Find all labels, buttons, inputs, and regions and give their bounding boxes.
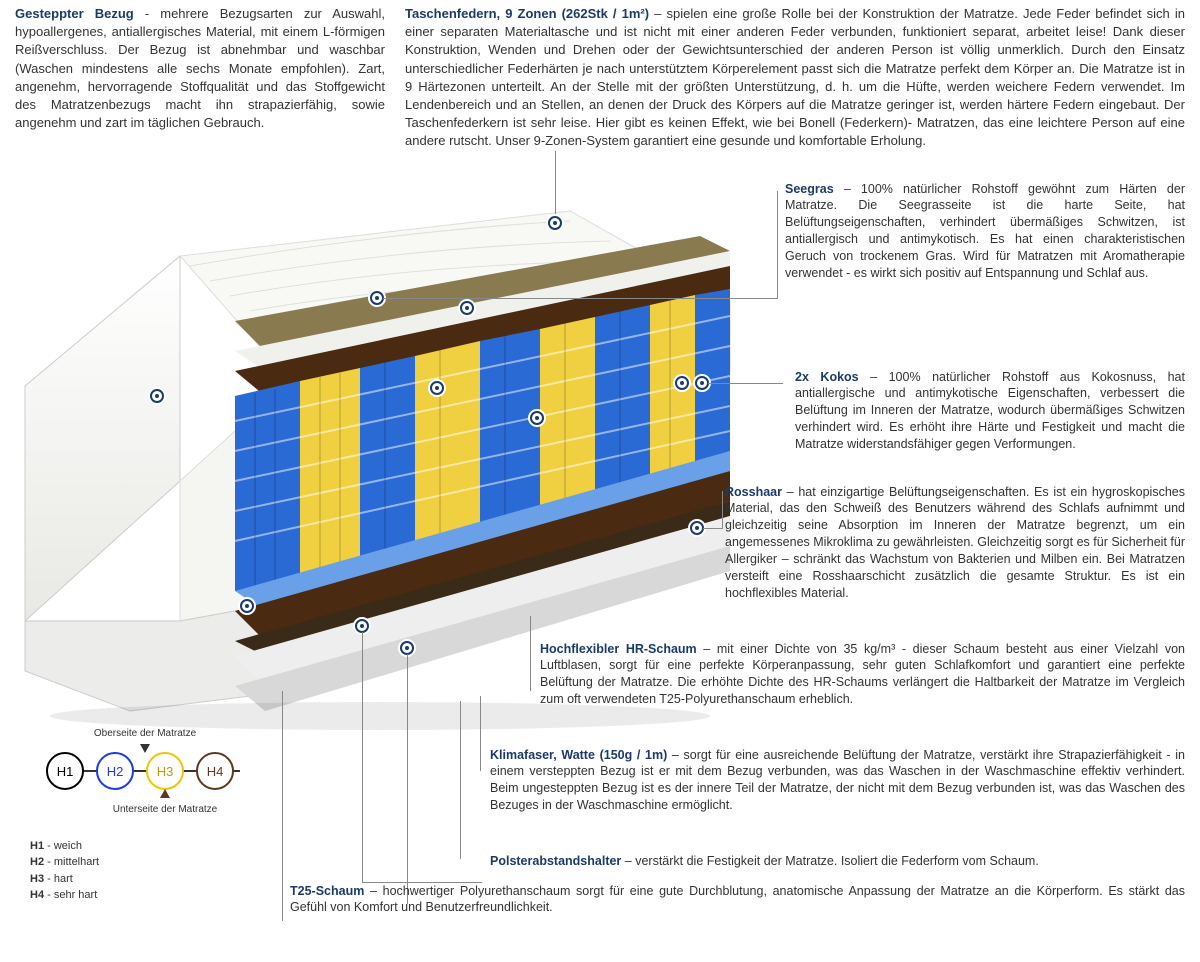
seegras-title: Seegras xyxy=(785,182,834,196)
marker-spring-mid1 xyxy=(430,381,444,395)
leader-line xyxy=(555,151,556,221)
marker-cover xyxy=(150,389,164,403)
hr-title: Hochflexibler HR-Schaum xyxy=(540,642,697,656)
callout-kokos: 2x Kokos – 100% natürlicher Rohstoff aus… xyxy=(795,369,1185,453)
rosshaar-title: Rosshaar xyxy=(725,485,782,499)
callout-seegras: Seegras – 100% natürlicher Rohstoff gewö… xyxy=(785,181,1185,282)
svg-text:H2: H2 xyxy=(107,764,124,779)
leader-line xyxy=(708,383,783,384)
springs-text: spielen eine große Rolle bei der Konstru… xyxy=(405,6,1185,148)
leader-line xyxy=(407,654,408,904)
legend-top-label: Oberseite der Matratze xyxy=(94,728,197,739)
t25-title: T25-Schaum xyxy=(290,884,364,898)
leader-line xyxy=(460,701,461,859)
leader-line xyxy=(777,191,778,298)
callout-t25: T25-Schaum – hochwertiger Polyurethansch… xyxy=(290,883,1185,917)
t25-text: hochwertiger Polyurethanschaum sorgt für… xyxy=(290,884,1185,915)
diagram-area: Seegras – 100% natürlicher Rohstoff gewö… xyxy=(0,151,1200,931)
hardness-diagram: Oberseite der Matratze H1 H2 H3 H4 Unter… xyxy=(30,726,260,816)
callout-rosshaar: Rosshaar – hat einzigartige Belüftungsei… xyxy=(725,484,1185,602)
marker-kokos-right1 xyxy=(675,376,689,390)
polster-title: Polsterabstandshalter xyxy=(490,854,621,868)
marker-spring-mid2 xyxy=(530,411,544,425)
springs-title: Taschenfedern, 9 Zonen (262Stk / 1m²) xyxy=(405,6,649,21)
marker-t25 xyxy=(400,641,414,655)
kokos-title: 2x Kokos xyxy=(795,370,859,384)
klima-title: Klimafaser, Watte (150g / 1m) xyxy=(490,748,667,762)
cover-sep: - xyxy=(134,6,161,21)
hardness-list: H1 - weich H2 - mittelhart H3 - hart H4 … xyxy=(30,839,270,904)
marker-side xyxy=(240,599,254,613)
marker-polster xyxy=(355,619,369,633)
springs-description: Taschenfedern, 9 Zonen (262Stk / 1m²) – … xyxy=(405,5,1185,151)
callout-klima: Klimafaser, Watte (150g / 1m) – sorgt fü… xyxy=(490,747,1185,815)
marker-rosshaar xyxy=(690,521,704,535)
svg-text:H1: H1 xyxy=(57,764,74,779)
cover-text: mehrere Bezugsarten zur Auswahl, hypoall… xyxy=(15,6,385,130)
callout-polster: Polsterabstandshalter – verstärkt die Fe… xyxy=(490,853,1185,870)
leader-line xyxy=(362,632,363,882)
leader-line xyxy=(282,691,283,921)
rosshaar-text: hat einzigartige Belüftungseigenschaften… xyxy=(725,485,1185,600)
svg-text:H3: H3 xyxy=(157,764,174,779)
leader-line xyxy=(722,491,723,529)
cover-title: Gesteppter Bezug xyxy=(15,6,134,21)
svg-text:H4: H4 xyxy=(207,764,224,779)
marker-springs xyxy=(548,216,562,230)
leader-line xyxy=(530,616,531,691)
svg-text:Unterseite der Matratze: Unterseite der Matratze xyxy=(113,804,218,815)
seegras-text: 100% natürlicher Rohstoff gewöhnt zum Hä… xyxy=(785,182,1185,280)
leader-line xyxy=(480,696,481,771)
marker-kokos-top xyxy=(460,301,474,315)
callout-hr-foam: Hochflexibler HR-Schaum – mit einer Dich… xyxy=(540,641,1185,709)
cover-description: Gesteppter Bezug - mehrere Bezugsarten z… xyxy=(15,5,385,151)
polster-text: verstärkt die Festigkeit der Matratze. I… xyxy=(635,854,1039,868)
leader-line xyxy=(383,298,778,299)
marker-kokos-right2 xyxy=(695,376,709,390)
hardness-legend: Oberseite der Matratze H1 H2 H3 H4 Unter… xyxy=(30,726,270,905)
marker-seegras-top xyxy=(370,291,384,305)
springs-sep: – xyxy=(649,6,666,21)
leader-line xyxy=(703,528,723,529)
